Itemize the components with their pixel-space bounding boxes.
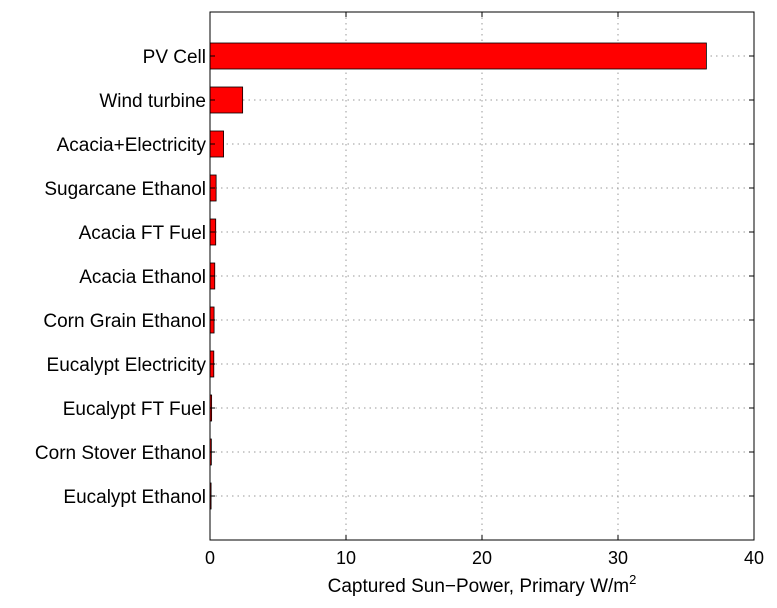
bars bbox=[209, 42, 707, 510]
bar bbox=[209, 42, 707, 70]
x-tick-label: 0 bbox=[205, 548, 215, 568]
x-axis-title: Captured Sun−Power, Primary W/m2 bbox=[328, 572, 637, 597]
x-tick-label: 20 bbox=[472, 548, 492, 568]
x-tick-label: 40 bbox=[744, 548, 764, 568]
category-label: Acacia+Electricity bbox=[57, 135, 207, 156]
category-label: Sugarcane Ethanol bbox=[44, 179, 206, 200]
category-label: Wind turbine bbox=[99, 91, 206, 112]
axis-ticks: 0 10 20 30 40 bbox=[205, 12, 764, 568]
category-label: PV Cell bbox=[143, 47, 206, 68]
category-label: Eucalypt FT Fuel bbox=[63, 399, 206, 420]
category-label: Corn Stover Ethanol bbox=[35, 443, 206, 464]
bar bbox=[209, 86, 244, 114]
category-label: Eucalypt Ethanol bbox=[63, 487, 206, 508]
category-label: Corn Grain Ethanol bbox=[43, 311, 206, 332]
category-label: Eucalypt Electricity bbox=[47, 355, 207, 376]
category-label: Acacia FT Fuel bbox=[79, 223, 206, 244]
category-labels: PV Cell Wind turbine Acacia+Electricity Sug… bbox=[35, 47, 207, 508]
grid-lines bbox=[210, 12, 754, 540]
x-tick-label: 10 bbox=[336, 548, 356, 568]
category-label: Acacia Ethanol bbox=[79, 267, 206, 288]
x-tick-label: 30 bbox=[608, 548, 628, 568]
